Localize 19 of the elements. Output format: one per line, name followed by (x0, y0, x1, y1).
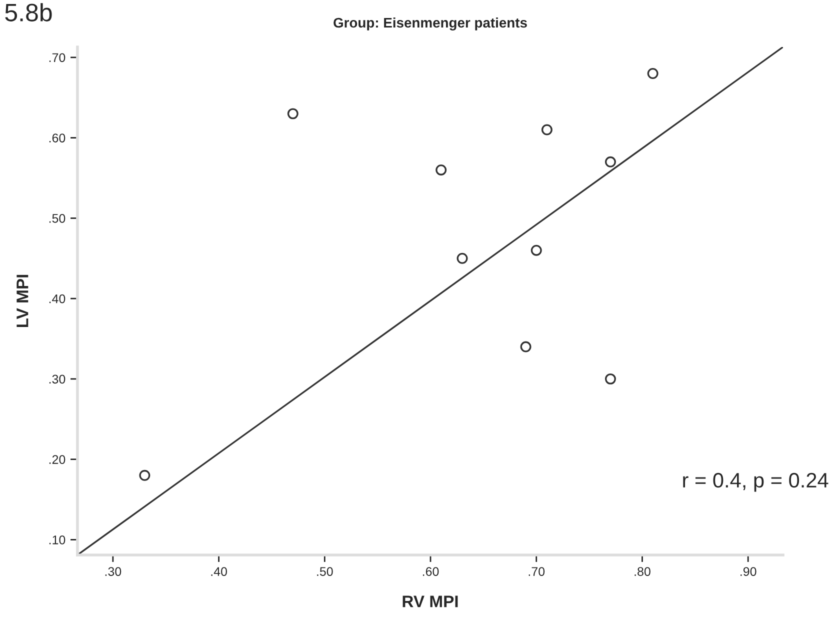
y-tick-label: .50 (49, 214, 66, 223)
chart-title: Group: Eisenmenger patients (334, 17, 527, 30)
annotation: r = 0.4, p = 0.24 (683, 472, 828, 492)
y-tick-label: .70 (49, 53, 66, 62)
y-tick-label: .30 (49, 374, 66, 384)
x-tick-label: .30 (105, 567, 122, 576)
y-tick-label: .20 (49, 455, 66, 464)
x-tick-label: .90 (740, 567, 756, 576)
x-tick-label: .80 (634, 567, 650, 576)
y-tick-label: .60 (49, 134, 66, 142)
x-tick-label: .50 (317, 567, 333, 576)
text: 5.8b (5, 3, 52, 22)
x-tick-label: .70 (528, 567, 545, 576)
x-axis-title: RV MPI (402, 596, 458, 608)
x-tick-label: .40 (211, 567, 227, 576)
y-tick-label: .10 (49, 535, 66, 544)
x-tick-label: .60 (422, 567, 439, 576)
y-tick-label: .40 (49, 294, 66, 304)
y-axis-title: LV MPI (16, 274, 28, 328)
